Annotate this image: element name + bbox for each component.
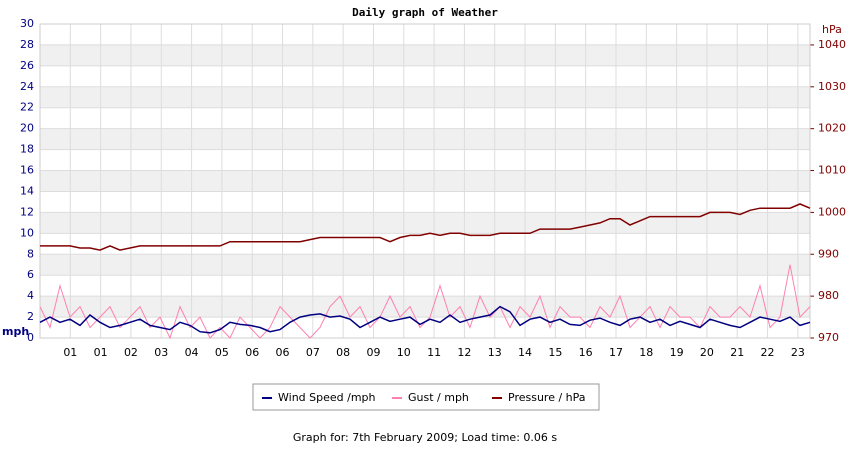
series-line: [39, 305, 811, 334]
legend-box: [252, 383, 600, 411]
grid-band: [40, 254, 810, 276]
legend-label: Gust / mph: [408, 391, 469, 404]
y-tick-label: 22: [20, 101, 34, 114]
x-tick-label: 19: [670, 346, 684, 359]
x-tick-label: 06: [245, 346, 259, 359]
plot-background: [40, 23, 810, 339]
y-axis-label: mph: [2, 325, 29, 338]
y-tick-label: 2: [27, 310, 34, 323]
x-tick-label: 12: [457, 346, 471, 359]
y2-tick-label: 990: [818, 247, 839, 260]
grid-band: [40, 296, 810, 318]
y-tick-label: 4: [27, 289, 34, 302]
y-tick-label: 18: [20, 143, 34, 156]
x-tick-label: 13: [488, 346, 502, 359]
y-tick-label: 16: [20, 164, 34, 177]
grid-band: [40, 86, 810, 108]
x-tick-label: 23: [791, 346, 805, 359]
y-tick-label: 10: [20, 226, 34, 239]
chart-title: Daily graph of Weather: [352, 6, 498, 19]
x-tick-label: 05: [215, 346, 229, 359]
x-tick-label: 20: [700, 346, 714, 359]
x-tick-label: 03: [154, 346, 168, 359]
x-tick-label: 09: [366, 346, 380, 359]
x-tick-label: 11: [427, 346, 441, 359]
y2-tick-label: 1010: [818, 164, 846, 177]
x-tick-label: 15: [548, 346, 562, 359]
y-tick-label: 12: [20, 205, 34, 218]
grid-band: [40, 212, 810, 234]
y-tick-label: 30: [20, 17, 34, 30]
x-tick-label: 21: [730, 346, 744, 359]
x-tick-label: 06: [276, 346, 290, 359]
y2-axis-label: hPa: [822, 23, 842, 36]
x-tick-label: 02: [124, 346, 138, 359]
y-tick-label: 26: [20, 59, 34, 72]
x-tick-label: 16: [579, 346, 593, 359]
footer: Graph for: 7th February 2009; Load time:…: [293, 431, 558, 444]
series-line: [40, 203, 811, 251]
grid-band: [40, 170, 810, 192]
y-tick-label: 6: [27, 268, 34, 281]
y-tick-label: 0: [27, 331, 34, 344]
y-tick-label: 8: [27, 247, 34, 260]
x-tick-label: 08: [336, 346, 350, 359]
y2-tick-label: 970: [818, 331, 839, 344]
x-tick-label: 14: [518, 346, 532, 359]
x-tick-label: 17: [609, 346, 623, 359]
x-tick-label: 18: [639, 346, 653, 359]
grid-band: [40, 128, 810, 150]
y2-tick-label: 1020: [818, 122, 846, 135]
y-tick-label: 28: [20, 38, 34, 51]
legend-label: Wind Speed /mph: [278, 391, 376, 404]
y-tick-label: 24: [20, 80, 34, 93]
plot-frame: [39, 23, 811, 339]
y2-tick-label: 1030: [818, 80, 846, 93]
y-tick-label: 20: [20, 122, 34, 135]
x-tick-label: 01: [63, 346, 77, 359]
x-tick-label: 01: [94, 346, 108, 359]
y-tick-label: 14: [20, 184, 34, 197]
y2-tick-label: 980: [818, 289, 839, 302]
x-tick-label: 10: [397, 346, 411, 359]
x-tick-label: 07: [306, 346, 320, 359]
x-tick-label: 22: [761, 346, 775, 359]
grid-band: [40, 44, 810, 66]
legend-label: Pressure / hPa: [508, 391, 586, 404]
x-tick-label: 04: [185, 346, 199, 359]
y2-tick-label: 1040: [818, 38, 846, 51]
y2-tick-label: 1000: [818, 205, 846, 218]
